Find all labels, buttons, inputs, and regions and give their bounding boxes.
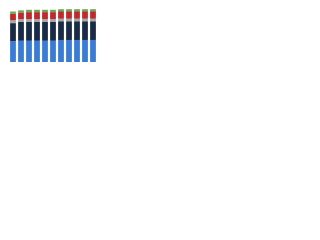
bar-segment [26, 40, 32, 62]
bar-segment [66, 9, 72, 12]
bar-segment [90, 18, 96, 22]
bar-segment [74, 11, 80, 19]
bar-segment [50, 21, 56, 41]
bar-segment [58, 39, 64, 62]
bar-segment [34, 9, 40, 13]
bar-segment [66, 39, 72, 62]
bar-segment [82, 39, 88, 62]
bar-segment [18, 19, 24, 22]
bar-segment [90, 39, 96, 62]
bar-segment [82, 9, 88, 12]
bar-segment [74, 18, 80, 22]
page: (() => { const data = JSON.parse(documen… [0, 0, 320, 71]
bar-segment [58, 18, 64, 22]
bar-segment [34, 19, 40, 22]
bar-segment [42, 9, 48, 13]
bar-segment [18, 21, 24, 41]
bar-segment [58, 11, 64, 19]
bar-segment [26, 21, 32, 41]
bar-segment [26, 19, 32, 22]
bar-segment [42, 40, 48, 62]
bar-segment [66, 18, 72, 22]
bar-segment [34, 12, 40, 20]
chart [10, 9, 96, 62]
bar-segment [26, 9, 32, 13]
bar-segment [50, 9, 56, 13]
bar-segment [90, 21, 96, 40]
bar-segment [18, 10, 24, 13]
bar-segment [66, 21, 72, 40]
bar-segment [58, 21, 64, 40]
bar-segment [90, 9, 96, 12]
bar-segment [82, 21, 88, 40]
bar-segment [42, 21, 48, 41]
bar-segment [90, 11, 96, 19]
bar-segment [50, 19, 56, 22]
bar-segment [74, 21, 80, 40]
bar-segment [82, 18, 88, 22]
bar-segment [66, 11, 72, 19]
bar-segment [58, 9, 64, 12]
bar-segment [42, 12, 48, 20]
bar-segment [74, 9, 80, 12]
bar-segment [42, 19, 48, 22]
bar-segment [34, 21, 40, 41]
bar-segment [50, 40, 56, 62]
bar-segment [18, 12, 24, 20]
bar-segment [82, 11, 88, 19]
bar-segment [26, 12, 32, 20]
bar-segment [50, 12, 56, 20]
bar-segment [10, 11, 16, 14]
bar-segment [10, 13, 16, 21]
bar-segment [74, 39, 80, 62]
bar-segment [10, 23, 16, 42]
bar-segment [18, 40, 24, 62]
bar-segment [10, 20, 16, 24]
bar-segment [10, 41, 16, 62]
bar-segment [34, 40, 40, 62]
